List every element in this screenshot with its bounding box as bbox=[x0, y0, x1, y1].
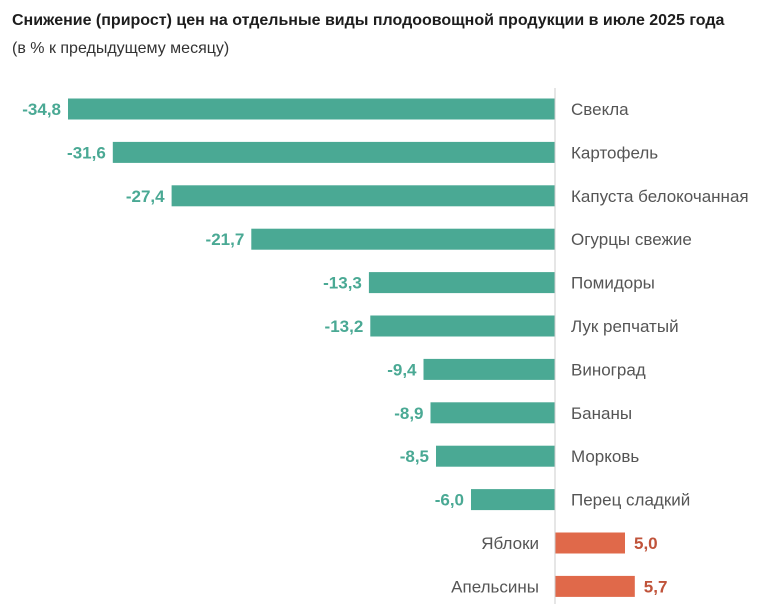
value-label-перец-сладкий: -6,0 bbox=[435, 491, 464, 510]
category-label-морковь: Морковь bbox=[571, 447, 639, 466]
bar-перец-сладкий bbox=[471, 489, 555, 511]
bar-свекла bbox=[68, 98, 555, 120]
value-label-помидоры: -13,3 bbox=[323, 274, 362, 293]
bar-бананы bbox=[430, 402, 555, 424]
bar-апельсины bbox=[555, 575, 635, 597]
category-label-огурцы-свежие: Огурцы свежие bbox=[571, 230, 692, 249]
value-label-огурцы-свежие: -21,7 bbox=[206, 230, 245, 249]
category-label-перец-сладкий: Перец сладкий bbox=[571, 491, 690, 510]
bar-яблоки bbox=[555, 532, 625, 554]
value-label-картофель: -31,6 bbox=[67, 143, 106, 162]
bar-морковь bbox=[436, 445, 555, 467]
bar-лук-репчатый bbox=[370, 315, 555, 337]
category-label-апельсины: Апельсины bbox=[451, 577, 539, 596]
bar-помидоры bbox=[368, 272, 555, 294]
labels-group: -34,8 Свекла -31,6 Картофель -27,4 Капуста бе… bbox=[22, 100, 748, 596]
value-label-яблоки: 5,0 bbox=[634, 534, 658, 553]
chart-title: Снижение (прирост) цен на отдельные виды… bbox=[12, 12, 725, 29]
bars-group bbox=[68, 98, 635, 597]
category-label-капуста-белокочанная: Капуста белокочанная bbox=[571, 187, 749, 206]
value-label-свекла: -34,8 bbox=[22, 100, 61, 119]
category-label-бананы: Бананы bbox=[571, 404, 632, 423]
category-label-яблоки: Яблоки bbox=[481, 534, 539, 553]
value-label-виноград: -9,4 bbox=[387, 360, 417, 379]
bar-картофель bbox=[112, 141, 556, 163]
category-label-виноград: Виноград bbox=[571, 360, 646, 379]
bar-огурцы-свежие bbox=[251, 228, 556, 250]
chart-subtitle: (в % к предыдущему месяцу) bbox=[12, 40, 230, 57]
value-label-апельсины: 5,7 bbox=[644, 577, 668, 596]
value-label-лук-репчатый: -13,2 bbox=[325, 317, 364, 336]
bar-виноград bbox=[423, 358, 555, 380]
value-label-морковь: -8,5 bbox=[400, 447, 429, 466]
value-label-бананы: -8,9 bbox=[394, 404, 423, 423]
category-label-свекла: Свекла bbox=[571, 100, 629, 119]
category-label-помидоры: Помидоры bbox=[571, 274, 655, 293]
bar-капуста-белокочанная bbox=[171, 185, 555, 207]
value-label-капуста-белокочанная: -27,4 bbox=[126, 187, 165, 206]
category-label-лук-репчатый: Лук репчатый bbox=[571, 317, 679, 336]
category-label-картофель: Картофель bbox=[571, 143, 658, 162]
